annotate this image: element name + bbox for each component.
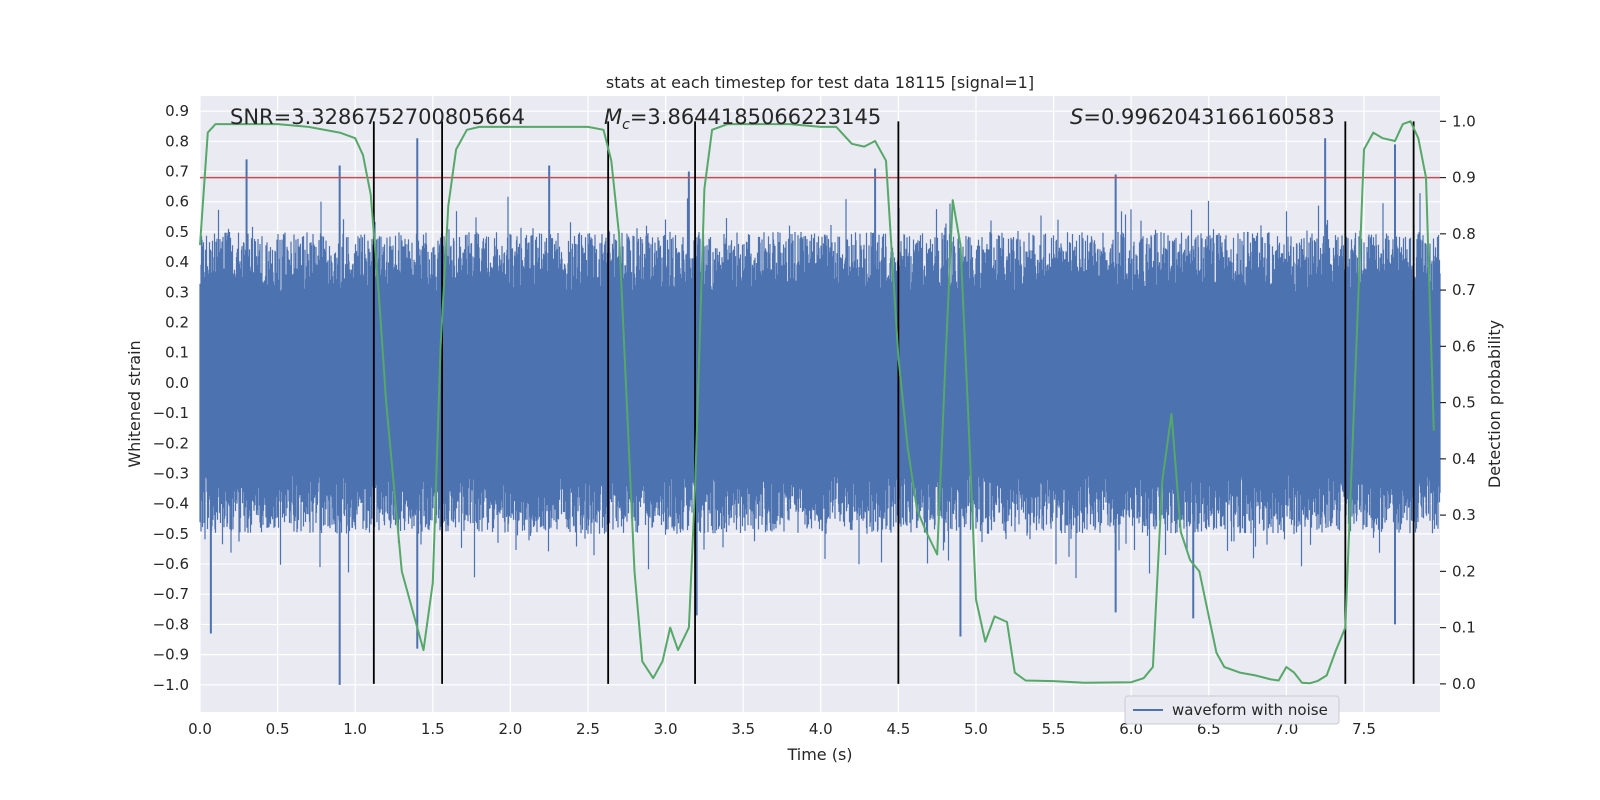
s-annotation: S=0.9962043166160583	[1070, 105, 1335, 129]
y-tick-label: −0.3	[153, 464, 189, 482]
snr-annotation: SNR=3.3286752700805664	[230, 105, 525, 129]
y2-tick-label: 0.0	[1452, 675, 1476, 693]
y-tick-label: −0.7	[153, 585, 189, 603]
x-tick-label: 2.5	[576, 720, 600, 738]
y2-tick-label: 0.6	[1452, 337, 1476, 355]
y-tick-label: 0.7	[165, 162, 189, 180]
y-tick-label: 0.3	[165, 283, 189, 301]
y-axis-label: Whitened strain	[125, 340, 144, 467]
y-tick-label: 0.0	[165, 374, 189, 392]
y-tick-label: −0.2	[153, 434, 189, 452]
waveform-core	[200, 292, 1440, 474]
x-tick-label: 7.5	[1352, 720, 1376, 738]
y-tick-label: −0.6	[153, 555, 189, 573]
y2-tick-label: 0.4	[1452, 450, 1476, 468]
y-tick-label: −0.1	[153, 404, 189, 422]
chirp-mass-annotation: Mc=3.8644185066223145	[604, 105, 881, 133]
x-tick-label: 1.0	[343, 720, 367, 738]
y-tick-label: 0.4	[165, 253, 189, 271]
y-tick-label: −1.0	[153, 676, 189, 694]
y2-tick-label: 0.9	[1452, 169, 1476, 187]
x-tick-label: 5.5	[1042, 720, 1066, 738]
y-tick-label: 0.9	[165, 102, 189, 120]
x-tick-label: 3.5	[731, 720, 755, 738]
x-tick-label: 0.5	[266, 720, 290, 738]
s-value: =0.9962043166160583	[1083, 105, 1334, 129]
mc-symbol: M	[604, 105, 622, 129]
legend: waveform with noise	[1124, 695, 1340, 725]
x-tick-label: 0.0	[188, 720, 212, 738]
mc-subscript: c	[622, 117, 630, 133]
y2-axis-label: Detection probability	[1485, 320, 1504, 488]
x-tick-label: 4.5	[886, 720, 910, 738]
y2-tick-label: 0.1	[1452, 619, 1476, 637]
y-tick-label: −0.9	[153, 646, 189, 664]
mc-value: =3.8644185066223145	[630, 105, 881, 129]
x-tick-label: 1.5	[421, 720, 445, 738]
probability-line	[199, 120, 1435, 685]
y-tick-label: −0.8	[153, 615, 189, 633]
x-tick-label: 5.0	[964, 720, 988, 738]
y-tick-label: 0.2	[165, 313, 189, 331]
legend-box	[1124, 695, 1340, 725]
y2-tick-label: 0.2	[1452, 562, 1476, 580]
y2-tick-label: 1.0	[1452, 112, 1476, 130]
y2-tick-label: 0.3	[1452, 506, 1476, 524]
waveform-series	[199, 193, 1441, 579]
y-tick-label: −0.4	[153, 495, 189, 513]
chart-title: stats at each timestep for test data 181…	[606, 73, 1034, 92]
x-tick-label: 3.0	[654, 720, 678, 738]
x-axis-label: Time (s)	[786, 745, 852, 764]
y-tick-label: 0.1	[165, 344, 189, 362]
y2-tick-label: 0.5	[1452, 394, 1476, 412]
y2-axis-ticks: 1.0 0.9 0.8 0.7 0.6 0.5 0.4 0.3 0.2 0.1 0.0	[1440, 112, 1476, 693]
probability-series	[199, 120, 1435, 685]
y-tick-label: 0.6	[165, 193, 189, 211]
y-tick-label: 0.8	[165, 132, 189, 150]
s-symbol: S	[1070, 105, 1083, 129]
y2-tick-label: 0.7	[1452, 281, 1476, 299]
event-lines	[372, 121, 1415, 684]
y2-tick-label: 0.8	[1452, 225, 1476, 243]
y-tick-label: −0.5	[153, 525, 189, 543]
y-axis-ticks: 0.9 0.8 0.7 0.6 0.5 0.4 0.3 0.2 0.1 0.0 −0.1 −0.2 −0…	[153, 102, 189, 694]
y-tick-label: 0.5	[165, 223, 189, 241]
x-tick-label: 4.0	[809, 720, 833, 738]
x-tick-label: 2.0	[498, 720, 522, 738]
legend-label: waveform with noise	[1172, 701, 1328, 719]
